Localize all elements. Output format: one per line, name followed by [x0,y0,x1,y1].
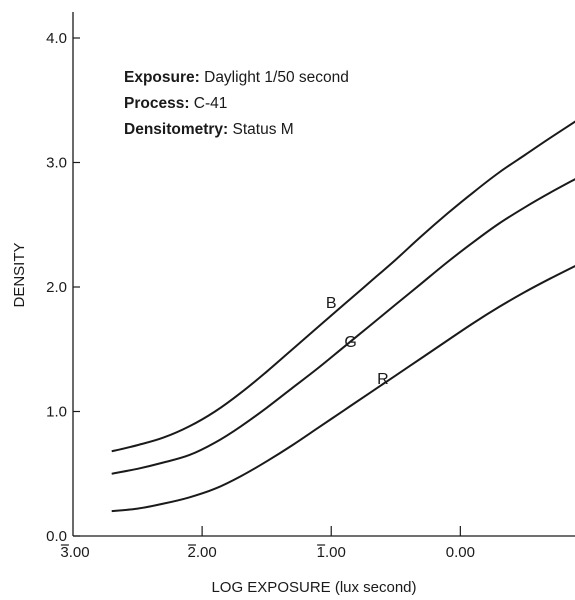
curve-label-g: G [344,334,356,351]
annotation-key: Exposure: [124,69,200,86]
annotation-value: Daylight 1/50 second [200,69,349,86]
curve-r [111,264,575,513]
y-tick-label: 0.0 [46,528,67,545]
annotation-line: Exposure: Daylight 1/50 second [124,69,349,86]
y-tick-label: 3.0 [46,155,67,172]
annotation-key: Process: [124,95,189,112]
curve-b [111,120,575,453]
y-tick-label: 4.0 [46,30,67,47]
annotation-block: Exposure: Daylight 1/50 second Process: C… [124,69,349,138]
annotation-line: Process: C-41 [124,95,227,112]
annotation-line: Densitometry: Status M [124,121,294,138]
annotation-value: Status M [228,121,293,138]
x-axis-label: LOG EXPOSURE (lux second) [211,579,416,596]
x-tick-label: 3.00 [60,544,89,561]
x-tick-label: 0.00 [446,544,475,561]
x-tick-label: 1.00 [317,544,346,561]
y-tick-label: 2.0 [46,279,67,296]
annotation-value: C-41 [189,95,227,112]
curve-labels: B G R [326,295,389,388]
annotation-key: Densitometry: [124,121,228,138]
y-tick-label: 1.0 [46,404,67,421]
curve-g [111,178,575,475]
curve-label-b: B [326,295,337,312]
x-tick-label: 2.00 [188,544,217,561]
y-axis-label: DENSITY [11,242,28,307]
axes [72,12,575,537]
curve-label-r: R [377,371,389,388]
axis-ticks: 0.0 1.0 2.0 3.0 4.0 3.00 2.00 1.00 0.00 [46,30,475,561]
curves [111,120,575,513]
